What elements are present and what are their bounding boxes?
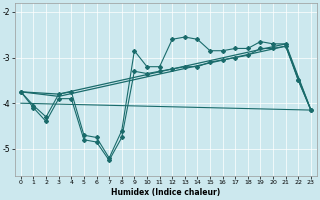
X-axis label: Humidex (Indice chaleur): Humidex (Indice chaleur) xyxy=(111,188,220,197)
